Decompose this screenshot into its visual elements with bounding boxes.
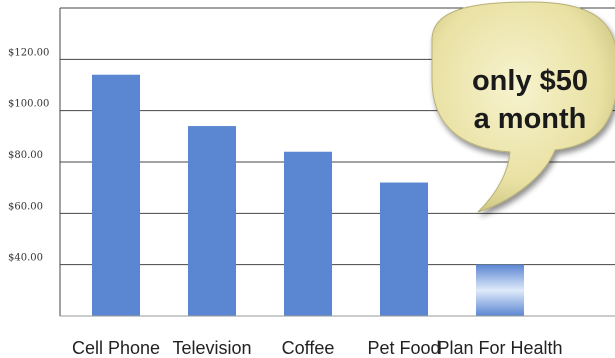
x-tick-label: Television: [172, 338, 251, 358]
y-tick-label: $100.00: [8, 99, 49, 110]
y-tick-label: $60.00: [8, 201, 43, 212]
x-tick-label: Plan For Health: [437, 338, 562, 358]
bar-coffee: [284, 151, 332, 316]
x-tick-label: Coffee: [282, 338, 335, 358]
x-tick-label: Pet Food: [367, 338, 440, 358]
bar-television: [188, 126, 236, 316]
y-tick-label: $40.00: [8, 253, 43, 264]
y-tick-label: $80.00: [8, 150, 43, 161]
x-tick-label: Cell Phone: [72, 338, 160, 358]
bar-cell-phone: [92, 74, 140, 316]
speech-bubble-callout: [431, 1, 615, 213]
bar-plan-for-health: [476, 264, 524, 316]
y-tick-label: $120.00: [8, 47, 49, 58]
callout-line-2: a month: [474, 103, 587, 135]
callout-line-1: only $50: [472, 65, 588, 97]
bar-pet-food: [380, 182, 428, 316]
speech-bubble-shape: [431, 1, 615, 213]
